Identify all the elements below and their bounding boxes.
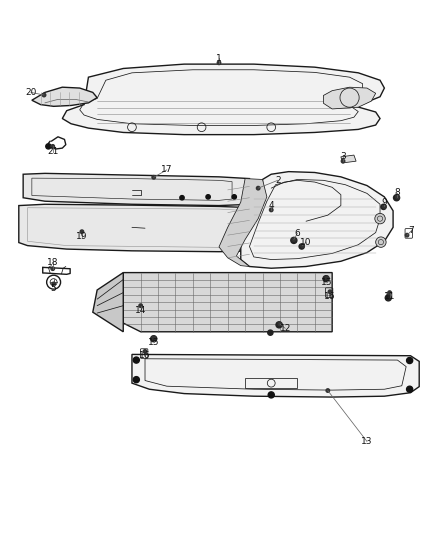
Circle shape	[383, 205, 386, 208]
Circle shape	[256, 187, 260, 190]
Text: 18: 18	[47, 257, 59, 266]
Circle shape	[152, 175, 155, 179]
Text: 11: 11	[384, 293, 396, 302]
Text: 15: 15	[148, 338, 159, 347]
Polygon shape	[62, 64, 385, 135]
Circle shape	[291, 237, 297, 244]
Circle shape	[80, 230, 84, 233]
Polygon shape	[241, 172, 393, 268]
Circle shape	[51, 267, 54, 270]
Polygon shape	[23, 173, 250, 206]
Circle shape	[325, 276, 328, 279]
Polygon shape	[19, 204, 262, 252]
Circle shape	[381, 204, 386, 209]
Text: 12: 12	[279, 324, 291, 333]
Circle shape	[268, 330, 273, 335]
Circle shape	[326, 389, 329, 392]
Circle shape	[278, 322, 282, 326]
Polygon shape	[219, 179, 267, 266]
Text: 21: 21	[47, 147, 58, 156]
Circle shape	[385, 295, 391, 301]
Circle shape	[232, 195, 237, 199]
Polygon shape	[323, 87, 376, 109]
Circle shape	[396, 195, 399, 199]
Text: 5: 5	[51, 284, 57, 293]
Text: 17: 17	[161, 165, 173, 174]
Circle shape	[393, 195, 399, 201]
Circle shape	[139, 304, 142, 308]
Text: 7: 7	[409, 227, 414, 235]
Text: 20: 20	[25, 88, 37, 97]
Circle shape	[42, 93, 46, 97]
Circle shape	[406, 386, 413, 392]
Circle shape	[406, 358, 413, 364]
Circle shape	[52, 282, 55, 286]
Text: 15: 15	[321, 278, 333, 287]
Text: 1: 1	[216, 54, 222, 63]
Text: 2: 2	[275, 176, 281, 185]
Text: 4: 4	[268, 201, 274, 210]
Circle shape	[323, 276, 329, 282]
Polygon shape	[93, 272, 123, 332]
Text: 16: 16	[324, 292, 336, 301]
Circle shape	[388, 291, 391, 294]
Circle shape	[268, 392, 274, 398]
Text: 9: 9	[381, 198, 387, 207]
Text: 8: 8	[395, 188, 400, 197]
Text: 13: 13	[361, 437, 373, 446]
Circle shape	[405, 233, 409, 237]
Polygon shape	[123, 272, 332, 332]
Circle shape	[133, 357, 139, 363]
Circle shape	[133, 377, 139, 383]
Polygon shape	[132, 354, 419, 397]
Circle shape	[152, 336, 155, 340]
Circle shape	[180, 196, 184, 200]
Polygon shape	[32, 87, 97, 107]
Circle shape	[341, 159, 345, 163]
Text: 14: 14	[135, 305, 146, 314]
Circle shape	[151, 336, 157, 342]
Circle shape	[143, 350, 147, 353]
Text: 3: 3	[340, 152, 346, 161]
Circle shape	[301, 244, 304, 247]
Text: 10: 10	[300, 238, 312, 247]
Text: 16: 16	[139, 351, 151, 360]
Circle shape	[51, 144, 54, 148]
Circle shape	[46, 144, 51, 149]
Circle shape	[206, 195, 210, 199]
Circle shape	[299, 244, 304, 249]
Polygon shape	[341, 155, 356, 163]
Circle shape	[375, 213, 385, 224]
Circle shape	[328, 290, 332, 294]
Circle shape	[217, 61, 221, 64]
Text: 19: 19	[76, 232, 88, 241]
Circle shape	[269, 208, 273, 212]
Circle shape	[376, 237, 386, 247]
Circle shape	[292, 238, 296, 241]
Text: 6: 6	[294, 229, 300, 238]
Circle shape	[276, 322, 282, 328]
